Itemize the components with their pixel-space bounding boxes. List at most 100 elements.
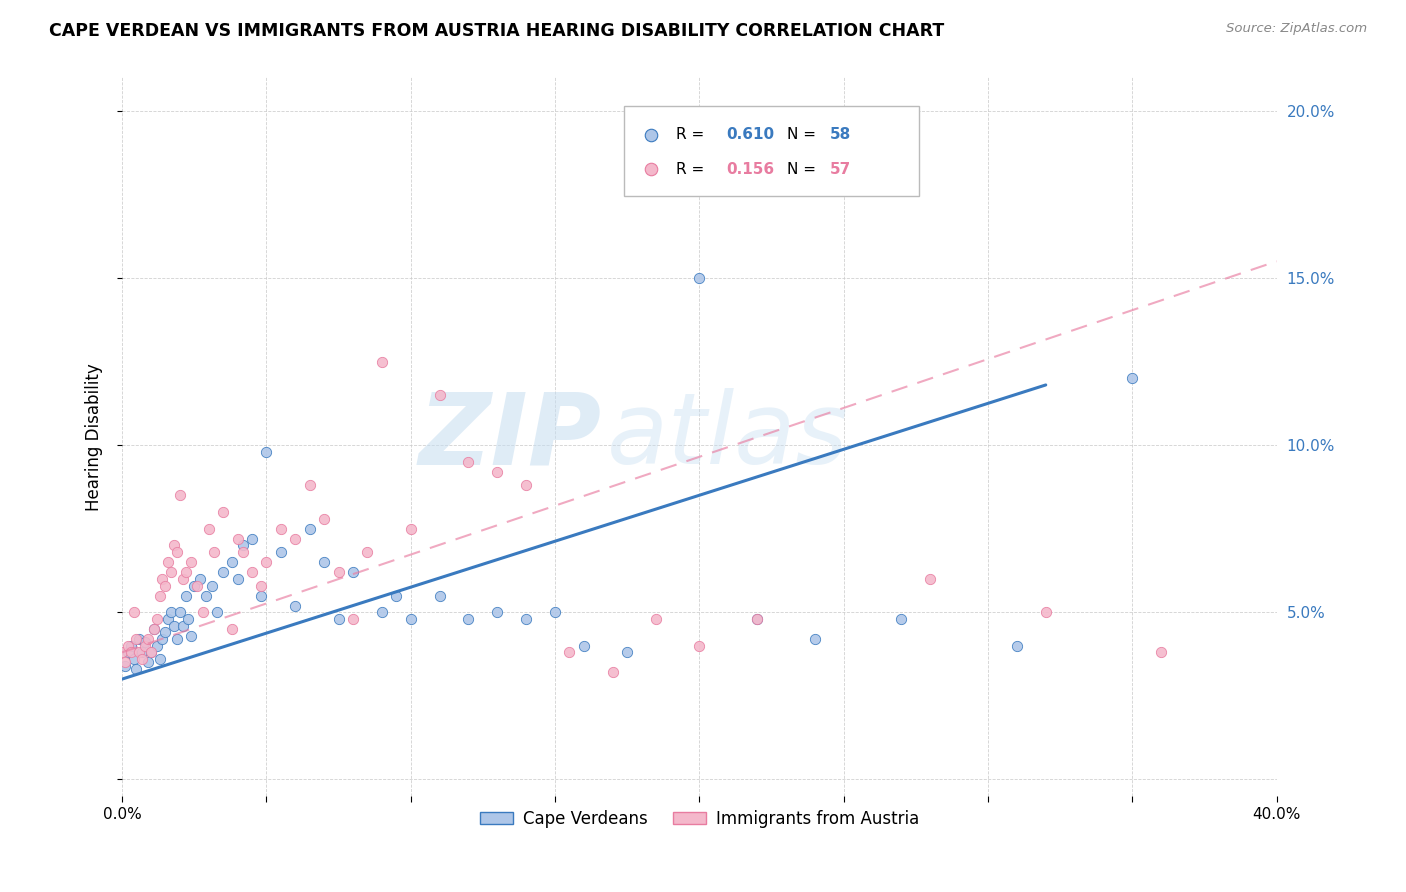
Point	[139, 645, 162, 659]
Point	[240, 565, 263, 579]
Legend: Cape Verdeans, Immigrants from Austria: Cape Verdeans, Immigrants from Austria	[472, 803, 927, 835]
Point	[249, 589, 271, 603]
Point	[191, 605, 214, 619]
Point	[188, 572, 211, 586]
Point	[160, 565, 183, 579]
Text: CAPE VERDEAN VS IMMIGRANTS FROM AUSTRIA HEARING DISABILITY CORRELATION CHART: CAPE VERDEAN VS IMMIGRANTS FROM AUSTRIA …	[49, 22, 945, 40]
Point	[111, 645, 134, 659]
Point	[572, 639, 595, 653]
Point	[221, 622, 243, 636]
Point	[117, 645, 139, 659]
Point	[342, 565, 364, 579]
Point	[226, 572, 249, 586]
Point	[114, 656, 136, 670]
Point	[174, 565, 197, 579]
Point	[155, 578, 177, 592]
Point	[221, 555, 243, 569]
Point	[142, 622, 165, 636]
Point	[457, 455, 479, 469]
Point	[183, 578, 205, 592]
Point	[152, 632, 174, 646]
Text: 0.610: 0.610	[725, 127, 775, 142]
Point	[688, 271, 710, 285]
Point	[515, 612, 537, 626]
Point	[194, 589, 217, 603]
Point	[920, 572, 942, 586]
Point	[226, 532, 249, 546]
Point	[163, 618, 186, 632]
Text: atlas: atlas	[607, 388, 849, 485]
Point	[328, 565, 350, 579]
Point	[486, 465, 509, 479]
Point	[616, 645, 638, 659]
Point	[166, 632, 188, 646]
Point	[457, 612, 479, 626]
Point	[254, 445, 277, 459]
Point	[314, 511, 336, 525]
Point	[142, 622, 165, 636]
Point	[160, 605, 183, 619]
Point	[284, 599, 307, 613]
Point	[163, 538, 186, 552]
Point	[385, 589, 408, 603]
Point	[122, 652, 145, 666]
Point	[602, 665, 624, 680]
Point	[688, 639, 710, 653]
Point	[122, 605, 145, 619]
Point	[270, 545, 292, 559]
Point	[166, 545, 188, 559]
Point	[134, 635, 156, 649]
Point	[134, 639, 156, 653]
Point	[145, 612, 167, 626]
Point	[342, 612, 364, 626]
Point	[204, 545, 226, 559]
Point	[174, 589, 197, 603]
Point	[1150, 645, 1173, 659]
Point	[172, 572, 194, 586]
Point	[890, 612, 912, 626]
Point	[328, 612, 350, 626]
Point	[155, 625, 177, 640]
Point	[745, 612, 768, 626]
Point	[249, 578, 271, 592]
Point	[148, 589, 170, 603]
Point	[207, 605, 229, 619]
Point	[131, 652, 153, 666]
Point	[371, 354, 394, 368]
Point	[180, 629, 202, 643]
Text: 58: 58	[830, 127, 851, 142]
Point	[139, 645, 162, 659]
Point	[232, 538, 254, 552]
Point	[200, 578, 222, 592]
FancyBboxPatch shape	[624, 106, 918, 196]
Point	[212, 505, 235, 519]
Text: Source: ZipAtlas.com: Source: ZipAtlas.com	[1226, 22, 1367, 36]
Point	[177, 612, 200, 626]
Point	[429, 589, 451, 603]
Point	[544, 605, 567, 619]
Point	[254, 555, 277, 569]
Point	[645, 612, 668, 626]
Point	[128, 632, 150, 646]
Point	[240, 532, 263, 546]
Point	[515, 478, 537, 492]
Point	[371, 605, 394, 619]
Point	[117, 639, 139, 653]
Point	[212, 565, 235, 579]
Point	[356, 545, 378, 559]
Point	[120, 639, 142, 653]
Point	[148, 652, 170, 666]
Text: R =: R =	[676, 161, 710, 177]
Point	[429, 388, 451, 402]
Point	[486, 605, 509, 619]
Point	[1035, 605, 1057, 619]
Text: 57: 57	[830, 161, 851, 177]
Point	[197, 522, 219, 536]
Text: ZIP: ZIP	[418, 388, 602, 485]
Point	[114, 658, 136, 673]
Point	[136, 656, 159, 670]
Point	[298, 478, 321, 492]
Text: N =: N =	[787, 161, 821, 177]
Point	[399, 612, 422, 626]
Text: R =: R =	[676, 127, 710, 142]
